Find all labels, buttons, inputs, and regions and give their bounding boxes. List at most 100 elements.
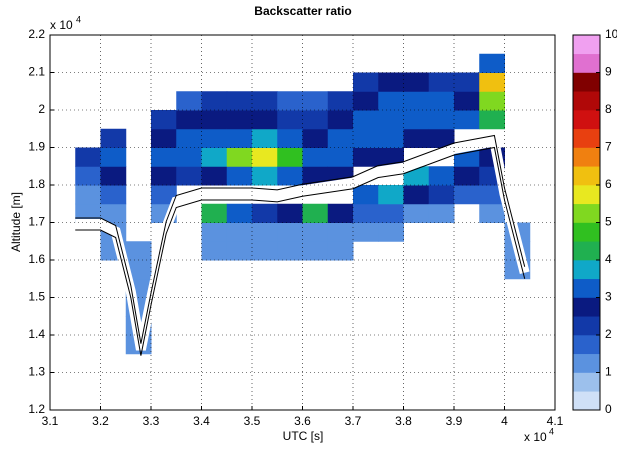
- colorbar-segment: [573, 260, 600, 280]
- colorbar-segment: [573, 335, 600, 355]
- heatmap-cell: [75, 147, 101, 167]
- heatmap-cell: [353, 185, 379, 205]
- colorbar-segment: [573, 110, 600, 130]
- colorbar-segment: [573, 128, 600, 148]
- heatmap-cell: [378, 91, 404, 111]
- heatmap-cell: [277, 203, 303, 223]
- colorbar-tick-label: 0: [605, 402, 612, 416]
- heatmap-cell: [277, 147, 303, 167]
- y-tick-label: 1.4: [28, 327, 45, 341]
- heatmap-cell: [479, 91, 505, 111]
- heatmap-cell: [378, 128, 404, 148]
- heatmap-cell: [226, 222, 253, 242]
- heatmap-cell: [353, 128, 379, 148]
- x-tick-label: 4: [501, 414, 508, 428]
- x-tick-label: 4.1: [547, 414, 564, 428]
- heatmap-cell: [226, 147, 253, 167]
- y-tick-label: 1.5: [28, 290, 45, 304]
- heatmap-cell: [176, 128, 202, 148]
- heatmap-cell: [176, 91, 202, 111]
- heatmap-cell: [151, 166, 177, 186]
- heatmap-cell: [277, 166, 303, 186]
- heatmap-cell: [151, 128, 177, 148]
- heatmap-cell: [302, 128, 329, 148]
- heatmap-cell: [226, 203, 253, 223]
- heatmap-cell: [151, 147, 177, 167]
- colorbar-segment: [573, 297, 600, 317]
- heatmap-cell: [454, 91, 480, 111]
- heatmap-cell: [201, 147, 228, 167]
- heatmap-cell: [403, 128, 430, 148]
- heatmap-cell: [252, 203, 278, 223]
- colorbar-segment: [573, 391, 600, 411]
- heatmap-cell: [125, 260, 152, 280]
- colorbar-tick-label: 5: [605, 215, 612, 229]
- heatmap-cell: [454, 166, 480, 186]
- heatmap-cell: [454, 185, 480, 205]
- heatmap-cell: [378, 203, 404, 223]
- y-tick-label: 1.9: [28, 140, 45, 154]
- x-tick-label: 3.3: [143, 414, 160, 428]
- heatmap-cell: [100, 203, 127, 223]
- heatmap-cell: [403, 203, 430, 223]
- heatmap-cell: [277, 91, 303, 111]
- y-multiplier-power: 4: [76, 14, 81, 24]
- x-tick-label: 3.9: [446, 414, 463, 428]
- chart-title: Backscatter ratio: [254, 4, 351, 18]
- y-tick-label: 2: [38, 102, 45, 116]
- heatmap-cell: [479, 110, 505, 130]
- heatmap-cell: [277, 241, 303, 261]
- heatmap-cell: [201, 166, 228, 186]
- heatmap-cell: [201, 110, 228, 130]
- x-tick-label: 3.6: [294, 414, 311, 428]
- heatmap-cell: [226, 241, 253, 261]
- colorbar-segment: [573, 72, 600, 92]
- heatmap-cell: [327, 147, 354, 167]
- colorbar-segment: [573, 53, 600, 73]
- heatmap-cell: [403, 110, 430, 130]
- heatmap-cell: [428, 72, 455, 92]
- y-tick-label: 2.2: [28, 27, 45, 41]
- colorbar-segment: [573, 241, 600, 261]
- heatmap-cell: [428, 166, 455, 186]
- colorbar-tick-label: 10: [605, 27, 617, 41]
- heatmap-cell: [226, 128, 253, 148]
- colorbar-segment: [573, 353, 600, 373]
- heatmap-cell: [277, 128, 303, 148]
- colorbar-segment: [573, 203, 600, 223]
- colorbar-segment: [573, 372, 600, 392]
- colorbar-tick-label: 9: [605, 65, 612, 79]
- heatmap-cell: [75, 166, 101, 186]
- heatmap-cell: [302, 91, 329, 111]
- x-tick-label: 3.8: [395, 414, 412, 428]
- heatmap-cell: [176, 110, 202, 130]
- heatmap-cell: [252, 147, 278, 167]
- heatmap-cell: [479, 185, 505, 205]
- heatmap-cell: [201, 91, 228, 111]
- colorbar-segment: [573, 278, 600, 298]
- heatmap-cell: [201, 203, 228, 223]
- y-tick-label: 1.7: [28, 215, 45, 229]
- heatmap-cell: [403, 72, 430, 92]
- heatmap-cell: [378, 185, 404, 205]
- y-axis-label: Altitude [m]: [9, 192, 23, 252]
- y-tick-label: 1.6: [28, 252, 45, 266]
- y-tick-label: 2.1: [28, 65, 45, 79]
- heatmap-cell: [428, 110, 455, 130]
- heatmap-cell: [75, 185, 101, 205]
- heatmap-cell: [176, 147, 202, 167]
- heatmap-cell: [353, 91, 379, 111]
- colorbar-segment: [573, 166, 600, 186]
- y-tick-label: 1.3: [28, 365, 45, 379]
- heatmap-cell: [226, 110, 253, 130]
- heatmap-cell: [353, 203, 379, 223]
- heatmap-cell: [479, 53, 505, 73]
- x-tick-label: 3.2: [92, 414, 109, 428]
- heatmap-cell: [201, 241, 228, 261]
- heatmap-cell: [327, 222, 354, 242]
- y-tick-label: 1.2: [28, 402, 45, 416]
- y-multiplier: x 10: [50, 18, 73, 32]
- heatmap-cell: [378, 110, 404, 130]
- heatmap-cell: [252, 91, 278, 111]
- x-tick-label: 3.1: [42, 414, 59, 428]
